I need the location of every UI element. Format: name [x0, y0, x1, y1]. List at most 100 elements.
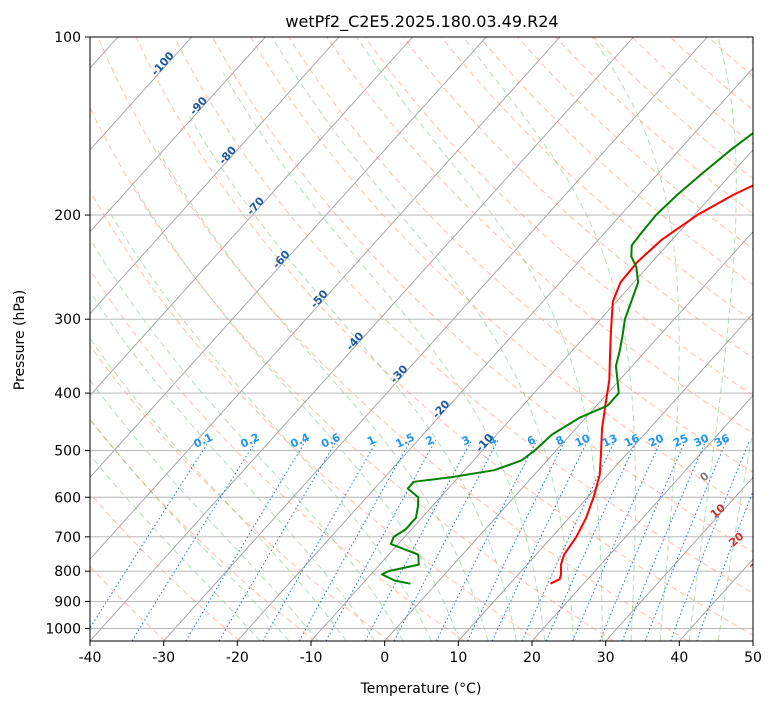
- mixing-ratio-label: 0.6: [319, 431, 342, 451]
- isotherm-label: -90: [187, 94, 210, 118]
- dry-adiabat: [173, 37, 753, 594]
- y-tick-label: 200: [54, 208, 81, 224]
- mixing-ratio-label: 36: [712, 431, 732, 449]
- dry-adiabat: [402, 37, 753, 359]
- mixing-ratio-label: 8: [554, 433, 566, 448]
- isotherm-line: [457, 312, 753, 641]
- y-tick-label: 1000: [45, 621, 81, 637]
- isotherm-line: [236, 67, 753, 641]
- x-tick-label: 10: [449, 650, 467, 666]
- x-tick-label: 0: [380, 650, 389, 666]
- moist-adiabat: [90, 337, 347, 641]
- dewpoint-series-line: [381, 131, 753, 585]
- isotherm-line: [90, 37, 561, 560]
- moist-adiabat-label: 30: [748, 555, 768, 575]
- dry-adiabat: [555, 37, 753, 215]
- y-tick-label: 600: [54, 490, 81, 506]
- isotherm-line: [90, 37, 266, 233]
- dry-adiabat: [90, 419, 316, 641]
- mixing-ratio-line: [435, 439, 538, 641]
- isotherm-line: [90, 37, 634, 641]
- y-tick-label: 800: [54, 564, 81, 580]
- isotherm-line: [90, 37, 413, 397]
- moist-adiabat: [107, 208, 432, 641]
- moist-adiabat: [90, 290, 376, 641]
- dry-adiabat: [212, 37, 753, 553]
- moist-adiabat: [187, 113, 517, 641]
- x-tick-label: -40: [79, 650, 102, 666]
- plot-area: 0.1 0.2 0.4 0.6 1 1.5 2 3 4 6 8 10 13 16 20 25 30 36-100-…: [90, 37, 768, 641]
- y-tick-label: 900: [54, 594, 81, 610]
- x-tick-label: 30: [597, 650, 615, 666]
- mixing-ratio-label: 0.4: [288, 431, 311, 451]
- x-tick-label: 20: [523, 650, 541, 666]
- isotherm-label: -60: [270, 248, 293, 272]
- dry-adiabat: [440, 37, 753, 322]
- mixing-ratio-line: [298, 439, 412, 641]
- isotherm-label: -70: [244, 194, 267, 218]
- chart-title: wetPf2_C2E5.2025.180.03.49.R24: [285, 12, 558, 32]
- mixing-ratio-label: 3: [460, 433, 472, 448]
- mixing-ratio-line: [262, 439, 378, 641]
- dry-adiabat: [479, 37, 753, 286]
- isotherm-label: -50: [308, 287, 331, 311]
- isotherm-line: [163, 37, 708, 641]
- moist-adiabat: [157, 149, 489, 641]
- isotherm-line: [310, 149, 753, 641]
- plot-frame: [89, 36, 754, 642]
- mixing-ratio-line: [325, 439, 437, 641]
- mixing-ratio-line: [521, 439, 616, 641]
- isotherm-label: -20: [430, 397, 453, 421]
- dry-adiabat: [631, 37, 753, 145]
- isotherm-line: [90, 37, 487, 478]
- moist-adiabat: [90, 418, 290, 641]
- dry-adiabat: [90, 268, 465, 641]
- moist-adiabat: [688, 37, 737, 641]
- moist-adiabat: [90, 454, 261, 641]
- moist-adiabat: [90, 237, 404, 641]
- dry-adiabat: [90, 106, 614, 641]
- mixing-ratio-line: [545, 439, 638, 641]
- isotherm-line: [605, 476, 753, 641]
- mixing-ratio-line: [218, 439, 338, 641]
- mixing-ratio-label: 0.2: [238, 431, 261, 451]
- x-tick-label: -10: [300, 650, 323, 666]
- y-axis-label: Pressure (hPa): [12, 290, 28, 390]
- mixing-ratio-label: 10: [573, 431, 593, 449]
- y-tick-label: 400: [54, 386, 81, 402]
- mixing-ratio-label: 16: [622, 431, 642, 449]
- mixing-ratio-line: [393, 439, 499, 641]
- isotherm-line: [531, 394, 753, 641]
- dry-adiabat: [97, 37, 689, 641]
- mixing-ratio-line: [572, 439, 662, 641]
- y-tick-label: 500: [54, 443, 81, 459]
- mixing-ratio-line: [364, 439, 473, 641]
- x-tick-label: 40: [670, 650, 688, 666]
- dry-adiabat: [90, 189, 540, 641]
- mixing-ratio-label: 25: [671, 432, 690, 450]
- dry-adiabat: [669, 37, 753, 111]
- x-tick-label: -20: [226, 650, 249, 666]
- axes: -40 -30 -20 -10 0 10 20 30 40 5010020030040050060…: [45, 30, 762, 666]
- temperature-series-line: [549, 184, 753, 585]
- isotherm-label: -100: [149, 49, 177, 78]
- dry-adiabat: [707, 37, 753, 77]
- isotherm-line: [90, 37, 192, 151]
- moist-adiabat: [271, 37, 575, 641]
- isotherm-label: -30: [388, 362, 411, 386]
- moist-adiabat: [591, 37, 680, 641]
- isotherm-label: -40: [344, 329, 367, 353]
- y-tick-label: 100: [54, 30, 81, 46]
- isotherm-line: [752, 640, 753, 641]
- mixing-ratio-label: 1: [365, 433, 377, 448]
- isotherm-line: [384, 231, 753, 641]
- moist-adiabat: [717, 427, 753, 641]
- mixing-ratio-label: 13: [600, 432, 619, 450]
- mixing-ratio-label: 6: [525, 433, 538, 448]
- mixing-ratio-line: [185, 439, 307, 641]
- isotherm-line: [90, 37, 340, 315]
- mixing-ratio-line: [90, 439, 211, 629]
- dry-adiabat: [364, 37, 753, 396]
